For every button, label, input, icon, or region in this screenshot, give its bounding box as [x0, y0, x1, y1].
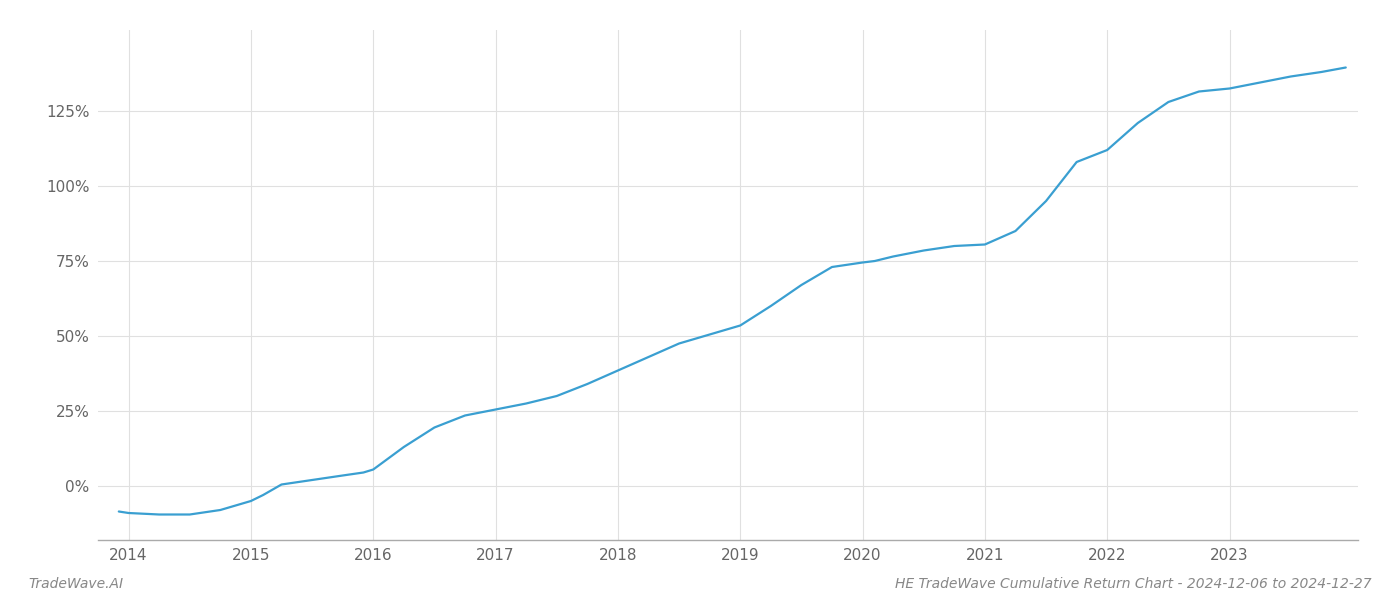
Text: HE TradeWave Cumulative Return Chart - 2024-12-06 to 2024-12-27: HE TradeWave Cumulative Return Chart - 2… [896, 577, 1372, 591]
Text: TradeWave.AI: TradeWave.AI [28, 577, 123, 591]
